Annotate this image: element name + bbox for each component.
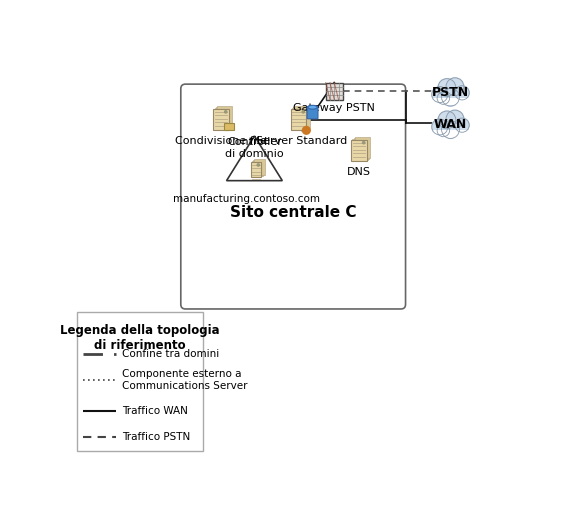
Circle shape bbox=[432, 119, 448, 135]
Text: Sito centrale C: Sito centrale C bbox=[230, 205, 357, 220]
Circle shape bbox=[446, 78, 464, 95]
Text: Traffico PSTN: Traffico PSTN bbox=[122, 432, 190, 442]
Ellipse shape bbox=[308, 105, 317, 109]
Circle shape bbox=[437, 92, 449, 105]
FancyBboxPatch shape bbox=[254, 159, 265, 175]
Text: Traffico WAN: Traffico WAN bbox=[122, 406, 188, 416]
Circle shape bbox=[437, 92, 449, 105]
FancyBboxPatch shape bbox=[224, 123, 234, 130]
Circle shape bbox=[225, 111, 227, 113]
FancyBboxPatch shape bbox=[293, 107, 308, 128]
Circle shape bbox=[438, 79, 456, 96]
Circle shape bbox=[455, 85, 469, 100]
Text: Gateway PSTN: Gateway PSTN bbox=[293, 102, 375, 113]
FancyBboxPatch shape bbox=[351, 140, 367, 161]
Text: Controller
di dominio: Controller di dominio bbox=[225, 138, 284, 159]
Text: Legenda della topologia
di riferimento: Legenda della topologia di riferimento bbox=[60, 324, 220, 352]
Circle shape bbox=[432, 119, 448, 135]
Text: Condivisione file: Condivisione file bbox=[175, 136, 267, 146]
FancyBboxPatch shape bbox=[294, 106, 310, 128]
FancyBboxPatch shape bbox=[215, 108, 230, 129]
Text: Confine tra domini: Confine tra domini bbox=[122, 349, 219, 359]
Circle shape bbox=[455, 118, 469, 132]
Circle shape bbox=[438, 111, 456, 129]
FancyBboxPatch shape bbox=[353, 139, 368, 160]
Text: DNS: DNS bbox=[347, 167, 371, 177]
Circle shape bbox=[438, 79, 456, 96]
Text: Server Standard: Server Standard bbox=[256, 136, 348, 146]
Circle shape bbox=[438, 111, 456, 129]
Circle shape bbox=[441, 89, 460, 106]
FancyBboxPatch shape bbox=[432, 98, 468, 105]
Circle shape bbox=[446, 110, 464, 128]
Circle shape bbox=[302, 127, 310, 134]
Circle shape bbox=[302, 111, 305, 113]
FancyBboxPatch shape bbox=[354, 138, 369, 159]
FancyBboxPatch shape bbox=[216, 107, 231, 128]
Text: PSTN: PSTN bbox=[432, 86, 469, 99]
Text: Componente esterno a
Communications Server: Componente esterno a Communications Serv… bbox=[122, 369, 247, 390]
Circle shape bbox=[441, 121, 460, 139]
Circle shape bbox=[441, 89, 460, 106]
Circle shape bbox=[455, 118, 469, 132]
FancyBboxPatch shape bbox=[307, 107, 318, 119]
FancyBboxPatch shape bbox=[181, 84, 406, 309]
FancyBboxPatch shape bbox=[77, 312, 203, 451]
FancyBboxPatch shape bbox=[355, 137, 370, 158]
Circle shape bbox=[257, 164, 259, 166]
FancyBboxPatch shape bbox=[213, 109, 229, 130]
Text: manufacturing.contoso.com: manufacturing.contoso.com bbox=[173, 194, 320, 204]
FancyBboxPatch shape bbox=[432, 130, 468, 138]
Circle shape bbox=[455, 85, 469, 100]
Circle shape bbox=[446, 110, 464, 128]
FancyBboxPatch shape bbox=[291, 109, 306, 130]
FancyBboxPatch shape bbox=[253, 160, 264, 176]
Circle shape bbox=[437, 124, 449, 136]
Circle shape bbox=[441, 121, 460, 139]
Circle shape bbox=[432, 87, 448, 102]
FancyBboxPatch shape bbox=[325, 82, 343, 99]
Circle shape bbox=[437, 124, 449, 136]
Circle shape bbox=[446, 78, 464, 95]
Circle shape bbox=[432, 87, 448, 102]
FancyBboxPatch shape bbox=[252, 161, 263, 176]
Text: WAN: WAN bbox=[434, 118, 467, 131]
Circle shape bbox=[363, 142, 365, 144]
FancyBboxPatch shape bbox=[251, 162, 261, 177]
FancyBboxPatch shape bbox=[292, 108, 307, 129]
FancyBboxPatch shape bbox=[217, 106, 232, 128]
